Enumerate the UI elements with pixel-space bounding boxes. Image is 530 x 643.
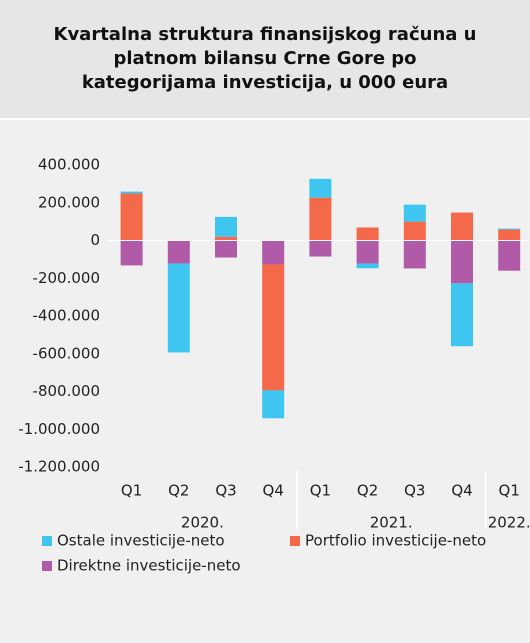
x-tick-label: Q2 bbox=[357, 482, 378, 500]
bar-segment bbox=[403, 204, 426, 222]
bar-segment bbox=[215, 240, 237, 258]
legend-label: Direktne investicije-neto bbox=[57, 557, 241, 575]
y-tick-label: 200.000 bbox=[38, 193, 100, 211]
y-tick-label: -600.000 bbox=[33, 344, 100, 362]
x-tick-label: Q1 bbox=[499, 482, 520, 500]
x-tick-label: Q3 bbox=[404, 482, 425, 500]
x-tick-label: Q1 bbox=[121, 482, 142, 500]
legend-swatch bbox=[42, 536, 52, 546]
x-tick-label: Q4 bbox=[451, 482, 472, 500]
bar-segment bbox=[262, 264, 285, 391]
bar-segment bbox=[262, 390, 285, 419]
bar-segment bbox=[167, 263, 190, 353]
bar-segment bbox=[498, 240, 521, 271]
bar-segment bbox=[215, 216, 237, 237]
legend-label: Ostale investicije-neto bbox=[57, 532, 225, 550]
legend-swatch bbox=[42, 561, 52, 571]
bar-segment bbox=[167, 240, 190, 264]
bar-segment bbox=[120, 193, 143, 241]
y-tick-label: 400.000 bbox=[38, 156, 100, 174]
y-tick-label: -400.000 bbox=[33, 307, 100, 325]
bar-segment bbox=[120, 191, 143, 194]
bar-segment bbox=[451, 240, 473, 284]
bar-segment bbox=[356, 227, 379, 241]
y-tick-label: 0 bbox=[90, 231, 100, 249]
bar-segment bbox=[120, 240, 143, 266]
x-tick-label: Q4 bbox=[263, 482, 284, 500]
x-group-label: 2021. bbox=[370, 514, 413, 532]
title-box: Kvartalna struktura finansijskog računa … bbox=[0, 0, 530, 120]
bar-segment bbox=[215, 236, 237, 241]
x-group-label: 2022. bbox=[488, 514, 530, 532]
x-tick-label: Q1 bbox=[310, 482, 331, 500]
y-tick-label: -800.000 bbox=[33, 382, 100, 400]
bar-segment bbox=[356, 263, 379, 269]
bar-segment bbox=[309, 240, 332, 257]
bar-segment bbox=[451, 283, 473, 347]
bar-segment bbox=[309, 197, 332, 241]
y-tick-label: -1.200.000 bbox=[18, 458, 100, 476]
x-tick-label: Q2 bbox=[168, 482, 189, 500]
chart-title: Kvartalna struktura finansijskog računa … bbox=[53, 24, 477, 93]
x-group-label: 2020. bbox=[181, 514, 224, 532]
bar-segment bbox=[262, 240, 285, 265]
y-tick-label: -1.000.000 bbox=[18, 420, 100, 438]
bar-segment bbox=[451, 212, 473, 241]
x-tick-label: Q3 bbox=[215, 482, 236, 500]
y-tick-label: -200.000 bbox=[33, 269, 100, 287]
legend-label: Portfolio investicije-neto bbox=[305, 532, 486, 550]
bar-segment bbox=[498, 228, 521, 230]
legend-swatch bbox=[290, 536, 300, 546]
bar-segment bbox=[356, 240, 379, 264]
bar-segment bbox=[403, 240, 426, 269]
bar-segment bbox=[403, 221, 426, 241]
bar-segment bbox=[498, 229, 521, 241]
bar-segment bbox=[309, 178, 332, 198]
